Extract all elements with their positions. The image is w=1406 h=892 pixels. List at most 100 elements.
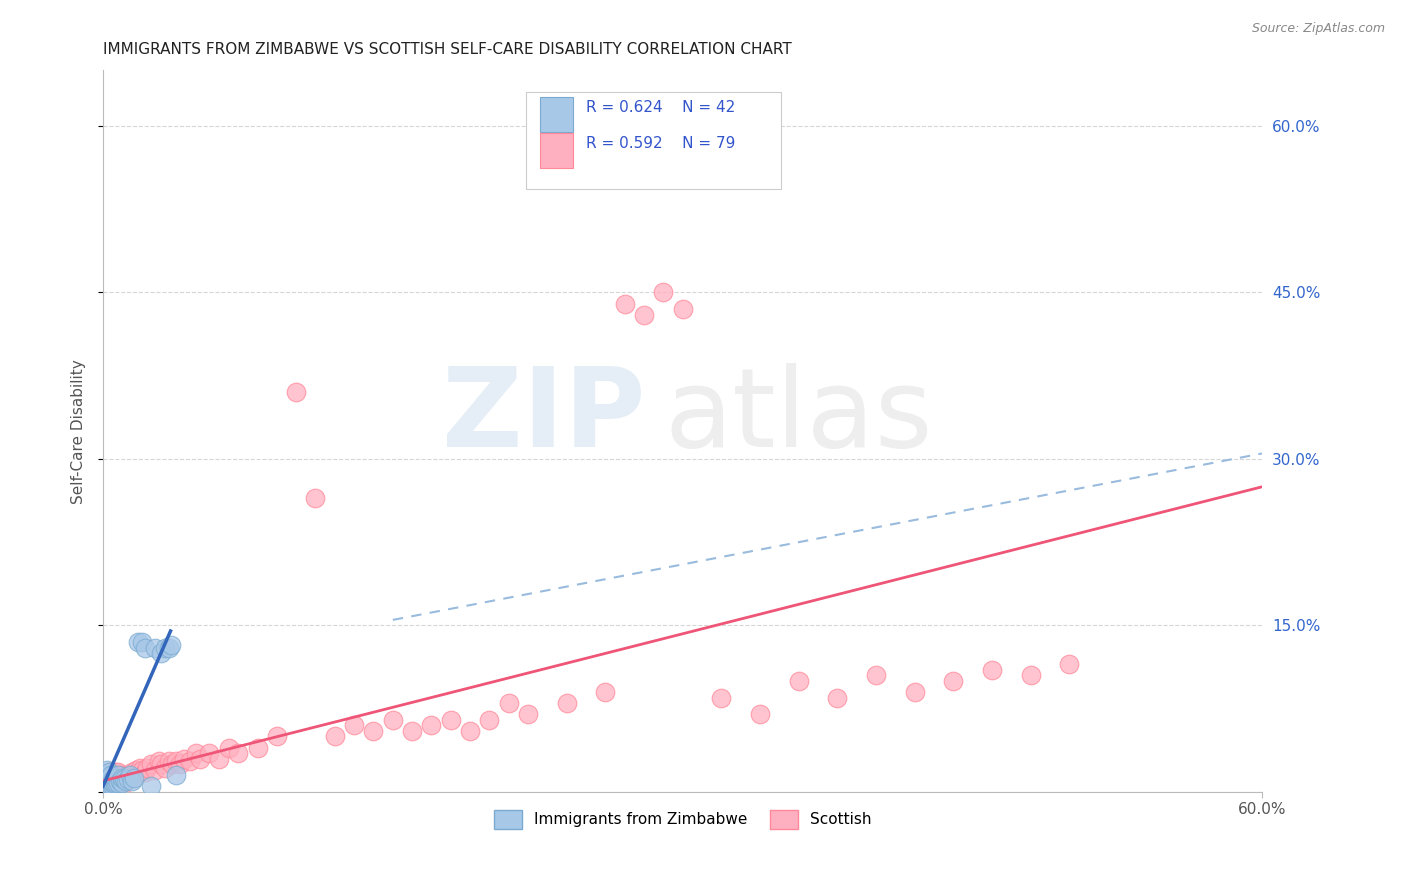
Text: R = 0.592    N = 79: R = 0.592 N = 79 — [586, 136, 735, 151]
Point — [285, 385, 308, 400]
Point — [304, 491, 326, 505]
Point — [118, 771, 141, 785]
Point — [1057, 657, 1080, 672]
Point — [517, 707, 540, 722]
Point — [226, 746, 249, 760]
Point — [165, 754, 187, 768]
Point — [105, 780, 128, 794]
Point — [97, 764, 120, 779]
Text: IMMIGRANTS FROM ZIMBABWE VS SCOTTISH SELF-CARE DISABILITY CORRELATION CHART: IMMIGRANTS FROM ZIMBABWE VS SCOTTISH SEL… — [103, 42, 792, 57]
Point — [127, 764, 149, 779]
Point — [97, 780, 120, 794]
Point — [110, 773, 132, 788]
Point — [100, 768, 122, 782]
Point — [131, 763, 153, 777]
Text: Source: ZipAtlas.com: Source: ZipAtlas.com — [1251, 22, 1385, 36]
Text: atlas: atlas — [665, 363, 934, 470]
Point — [111, 776, 134, 790]
Point — [125, 763, 148, 777]
Point — [323, 730, 346, 744]
Point — [246, 740, 269, 755]
Point — [169, 757, 191, 772]
Point — [97, 772, 120, 786]
Point — [107, 776, 129, 790]
Point — [420, 718, 443, 732]
Point — [363, 723, 385, 738]
Point — [208, 752, 231, 766]
Point — [122, 771, 145, 785]
Text: R = 0.624    N = 42: R = 0.624 N = 42 — [586, 100, 735, 115]
Point — [111, 780, 134, 794]
Point — [652, 285, 675, 300]
Point — [136, 760, 159, 774]
Point — [110, 772, 132, 786]
Point — [96, 763, 118, 777]
Point — [127, 635, 149, 649]
Point — [478, 713, 501, 727]
Point — [111, 771, 134, 785]
Point — [149, 757, 172, 772]
Point — [143, 640, 166, 655]
Point — [121, 773, 143, 788]
Point — [103, 764, 125, 779]
Point — [149, 646, 172, 660]
Point — [633, 308, 655, 322]
Point — [141, 757, 163, 772]
Point — [184, 746, 207, 760]
Point — [115, 773, 138, 788]
Point — [121, 764, 143, 779]
Point — [179, 754, 201, 768]
Point — [266, 730, 288, 744]
Point — [148, 754, 170, 768]
Point — [94, 780, 117, 794]
Point — [101, 780, 124, 794]
Point — [401, 723, 423, 738]
Point — [103, 777, 125, 791]
Point — [94, 772, 117, 786]
Point — [131, 635, 153, 649]
Point — [101, 776, 124, 790]
Point — [101, 768, 124, 782]
Point — [153, 760, 176, 774]
Point — [980, 663, 1002, 677]
Point — [97, 764, 120, 779]
Point — [96, 780, 118, 794]
Point — [100, 776, 122, 790]
Point — [343, 718, 366, 732]
Point — [162, 757, 184, 772]
Point — [100, 773, 122, 788]
Point — [498, 696, 520, 710]
Point — [105, 771, 128, 785]
Point — [96, 772, 118, 786]
Legend: Immigrants from Zimbabwe, Scottish: Immigrants from Zimbabwe, Scottish — [488, 804, 877, 835]
Point — [134, 764, 156, 779]
Point — [827, 690, 849, 705]
Point — [100, 764, 122, 779]
Point — [97, 780, 120, 794]
Point — [101, 772, 124, 786]
Point — [710, 690, 733, 705]
Point — [157, 754, 180, 768]
Point — [613, 296, 636, 310]
Point — [118, 768, 141, 782]
Point — [1019, 668, 1042, 682]
Point — [143, 763, 166, 777]
Point — [672, 302, 695, 317]
Point — [117, 772, 139, 786]
Point — [94, 773, 117, 788]
Point — [159, 639, 181, 653]
Point — [218, 740, 240, 755]
Point — [112, 771, 135, 785]
Point — [117, 768, 139, 782]
Point — [865, 668, 887, 682]
Point — [942, 673, 965, 688]
Point — [458, 723, 481, 738]
Point — [122, 768, 145, 782]
Point — [595, 685, 617, 699]
Point — [128, 760, 150, 774]
Point — [103, 776, 125, 790]
Point — [173, 752, 195, 766]
Point — [94, 768, 117, 782]
Point — [112, 772, 135, 786]
Point — [107, 764, 129, 779]
